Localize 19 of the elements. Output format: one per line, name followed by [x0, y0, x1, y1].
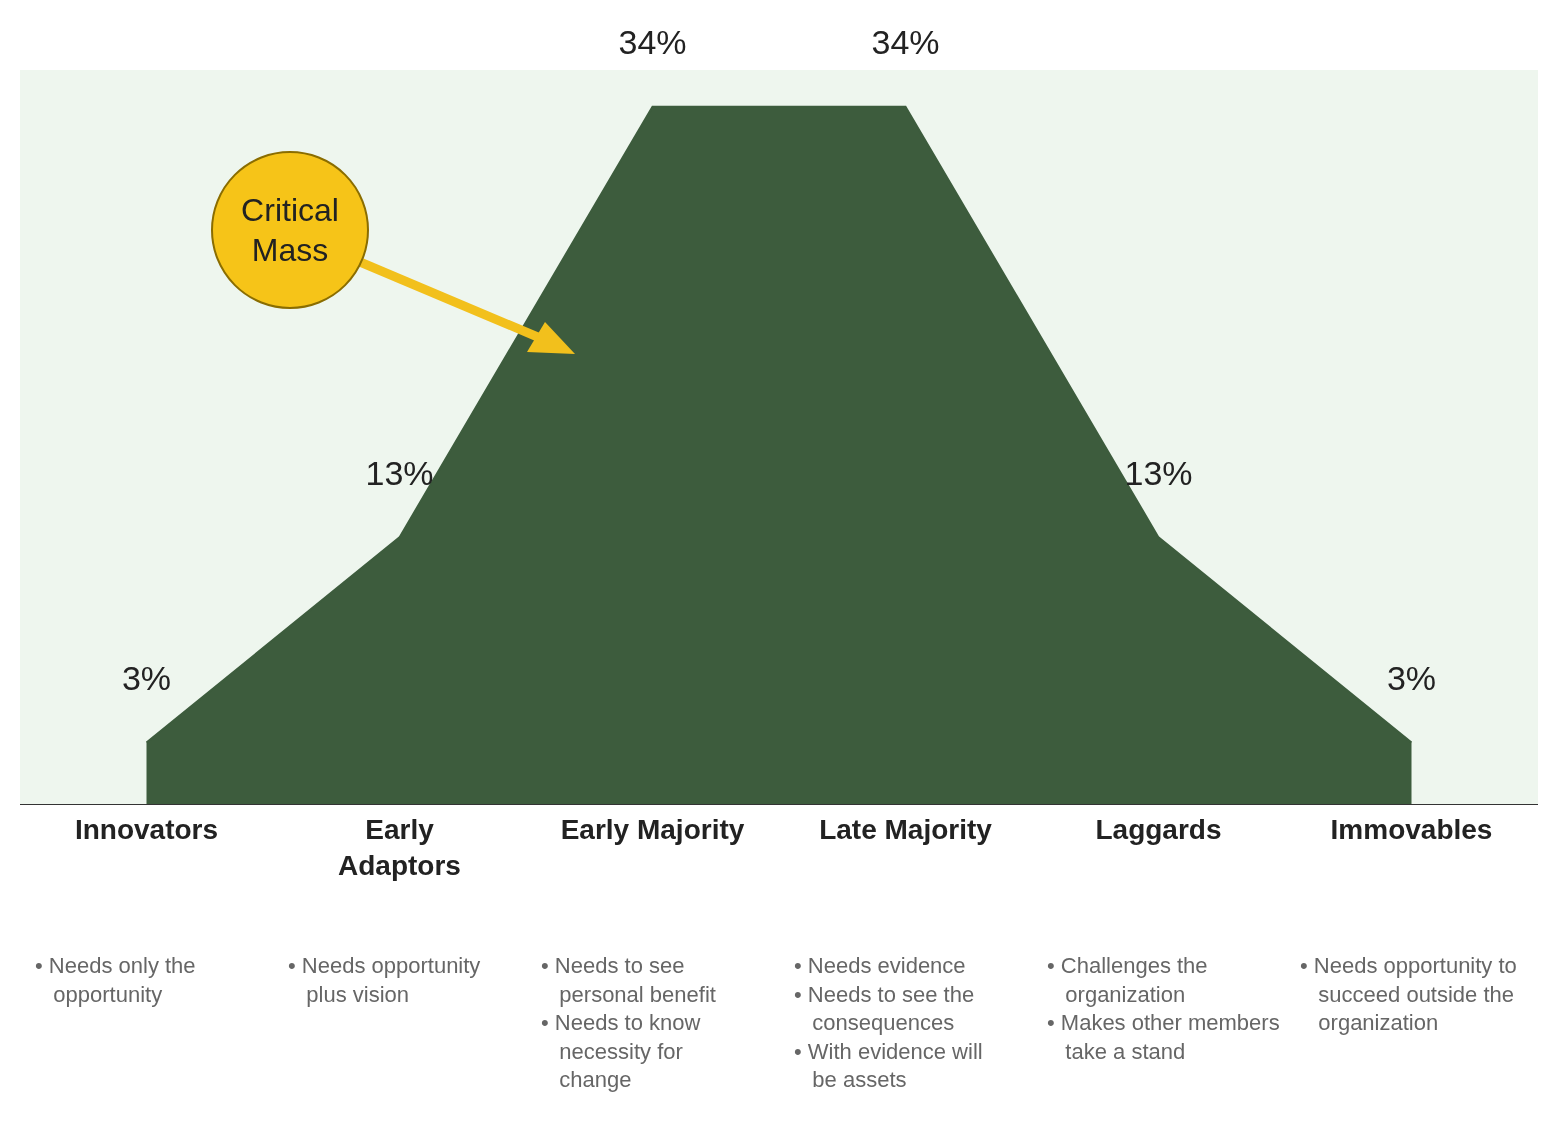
text: • Needs only the opportunity — [35, 953, 196, 1007]
text: • Needs opportunity plus vision — [288, 953, 481, 1007]
data-label: 13% — [365, 453, 434, 492]
text: • Needs evidence • Needs to see the consequences • With evidence will be assets — [794, 953, 983, 1093]
x-tick-label: Immovables — [1330, 813, 1493, 845]
x-tick-label: Innovators — [74, 813, 219, 845]
data-label: 3% — [1386, 658, 1437, 697]
x-tick-label: Early Majority — [560, 813, 745, 845]
text: • Needs to see personal benefit • Needs to know necessity for change — [541, 953, 716, 1093]
x-tick-label: Early Adaptors — [338, 813, 461, 881]
x-tick-label: Laggards — [1095, 813, 1222, 845]
data-label: 13% — [1124, 453, 1193, 492]
x-tick-label: Late Majority — [819, 813, 993, 845]
text: • Needs opportunity to succeed outside the organization — [1300, 953, 1517, 1036]
text: • Challenges the organization • Makes other members take a stand — [1047, 953, 1280, 1064]
data-label: 34% — [871, 23, 940, 61]
data-label: 3% — [121, 658, 172, 697]
data-label: 34% — [618, 23, 687, 61]
annotation: Critical Mass — [241, 192, 339, 268]
